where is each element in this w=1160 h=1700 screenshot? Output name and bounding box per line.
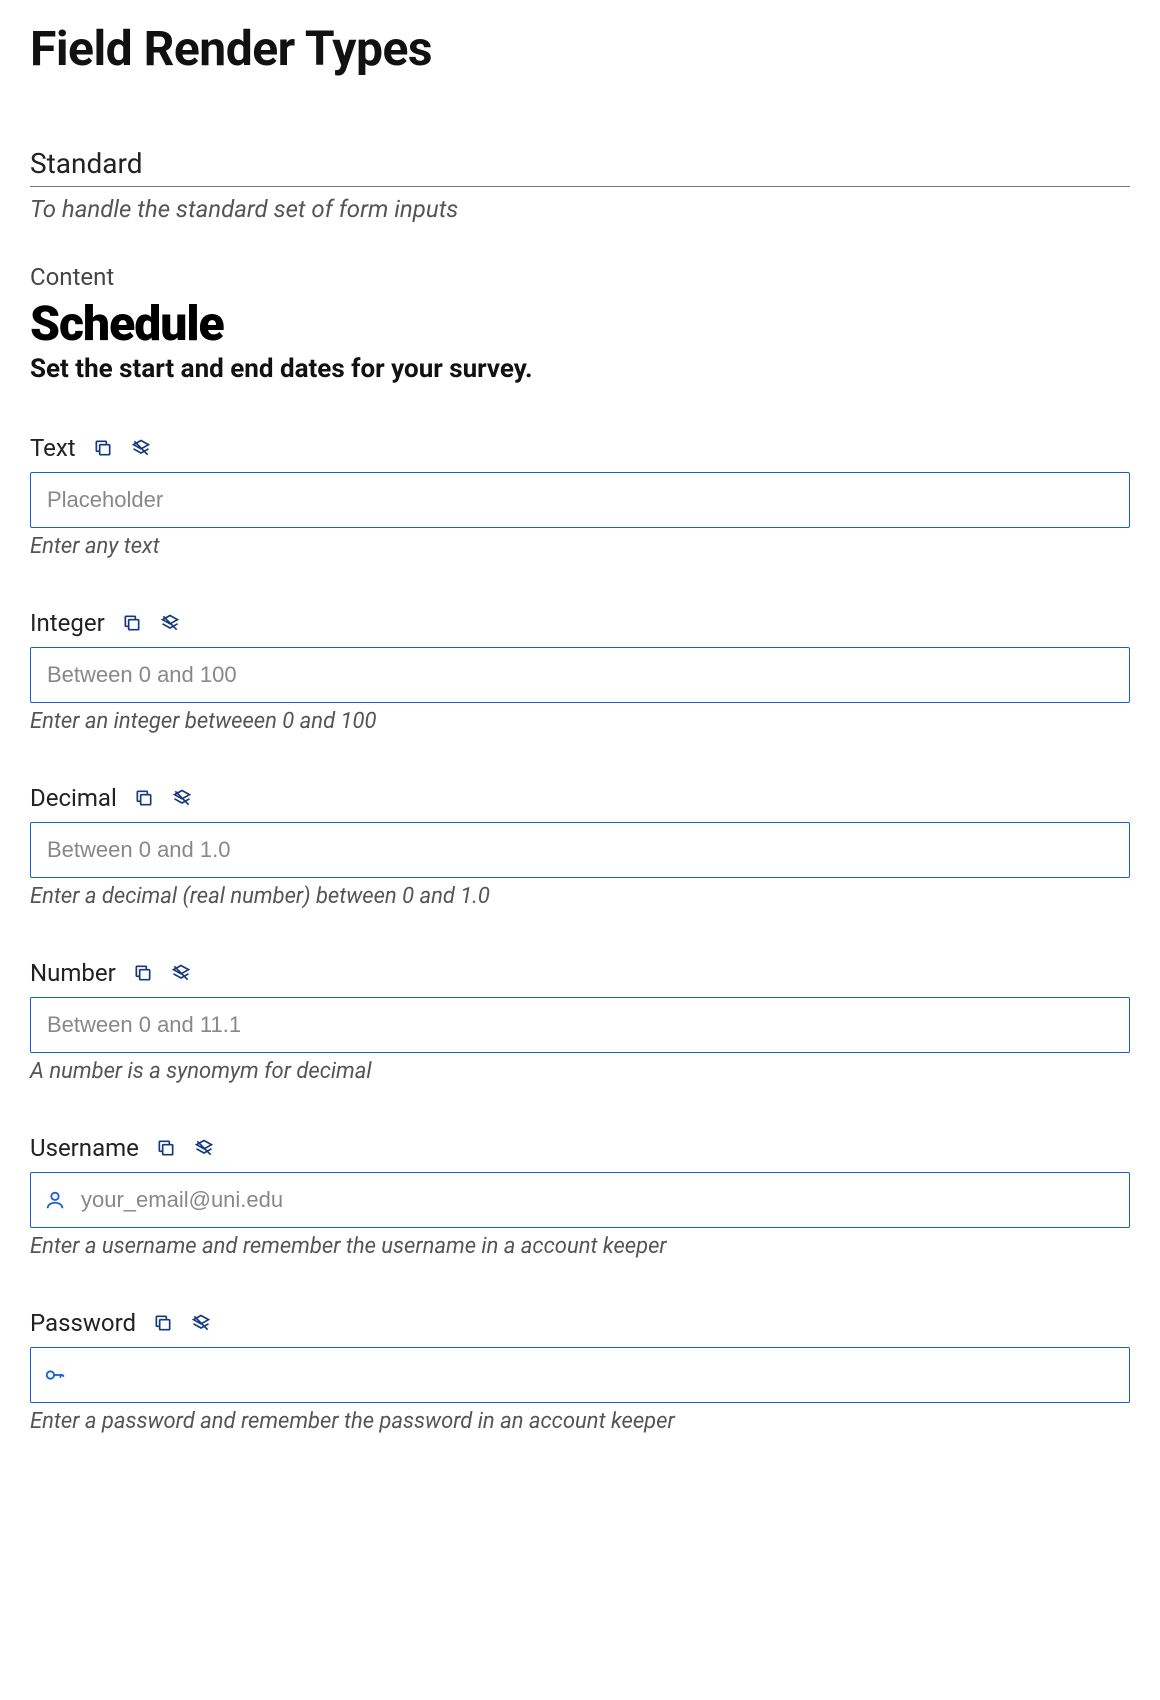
layers-clear-icon[interactable] <box>171 787 193 809</box>
copy-icon[interactable] <box>92 437 114 459</box>
field-label: Username <box>30 1134 139 1162</box>
field-label-row: Decimal <box>30 784 1130 812</box>
password-input-wrapper <box>30 1347 1130 1403</box>
field-hint: Enter any text <box>30 534 1130 559</box>
field-label-row: Username <box>30 1134 1130 1162</box>
field-hint: Enter a password and remember the passwo… <box>30 1409 1130 1434</box>
field-password: Password Enter a password and remember t… <box>30 1309 1130 1434</box>
username-input-wrapper <box>30 1172 1130 1228</box>
field-decimal: Decimal Enter a decimal (real number) be… <box>30 784 1130 909</box>
field-hint: Enter an integer betweeen 0 and 100 <box>30 709 1130 734</box>
field-number: Number A number is a synomym for decimal <box>30 959 1130 1084</box>
section-name: Standard <box>30 147 1130 187</box>
copy-icon[interactable] <box>132 962 154 984</box>
copy-icon[interactable] <box>121 612 143 634</box>
text-input[interactable] <box>30 472 1130 528</box>
field-label-row: Integer <box>30 609 1130 637</box>
username-input[interactable] <box>30 1172 1130 1228</box>
layers-clear-icon[interactable] <box>193 1137 215 1159</box>
field-label: Integer <box>30 609 105 637</box>
field-text: Text Enter any text <box>30 434 1130 559</box>
field-label: Text <box>30 434 76 462</box>
page-title: Field Render Types <box>30 20 1130 77</box>
password-input[interactable] <box>30 1347 1130 1403</box>
content-label: Content <box>30 263 1130 291</box>
layers-clear-icon[interactable] <box>159 612 181 634</box>
content-heading: Schedule <box>30 295 1130 352</box>
field-label-row: Number <box>30 959 1130 987</box>
content-subheading: Set the start and end dates for your sur… <box>30 354 1130 384</box>
number-input[interactable] <box>30 997 1130 1053</box>
layers-clear-icon[interactable] <box>130 437 152 459</box>
section-subtext: To handle the standard set of form input… <box>30 195 1130 223</box>
field-label: Password <box>30 1309 136 1337</box>
integer-input[interactable] <box>30 647 1130 703</box>
person-icon <box>44 1189 66 1211</box>
field-label: Decimal <box>30 784 117 812</box>
section-standard: Standard To handle the standard set of f… <box>30 147 1130 223</box>
decimal-input[interactable] <box>30 822 1130 878</box>
field-username: Username Enter a username and remember t… <box>30 1134 1130 1259</box>
copy-icon[interactable] <box>152 1312 174 1334</box>
copy-icon[interactable] <box>133 787 155 809</box>
layers-clear-icon[interactable] <box>190 1312 212 1334</box>
field-label: Number <box>30 959 116 987</box>
field-integer: Integer Enter an integer betweeen 0 and … <box>30 609 1130 734</box>
field-hint: Enter a username and remember the userna… <box>30 1234 1130 1259</box>
field-label-row: Password <box>30 1309 1130 1337</box>
layers-clear-icon[interactable] <box>170 962 192 984</box>
field-hint: Enter a decimal (real number) between 0 … <box>30 884 1130 909</box>
content-block: Content Schedule Set the start and end d… <box>30 263 1130 384</box>
key-icon <box>44 1364 66 1386</box>
copy-icon[interactable] <box>155 1137 177 1159</box>
field-hint: A number is a synomym for decimal <box>30 1059 1130 1084</box>
field-label-row: Text <box>30 434 1130 462</box>
